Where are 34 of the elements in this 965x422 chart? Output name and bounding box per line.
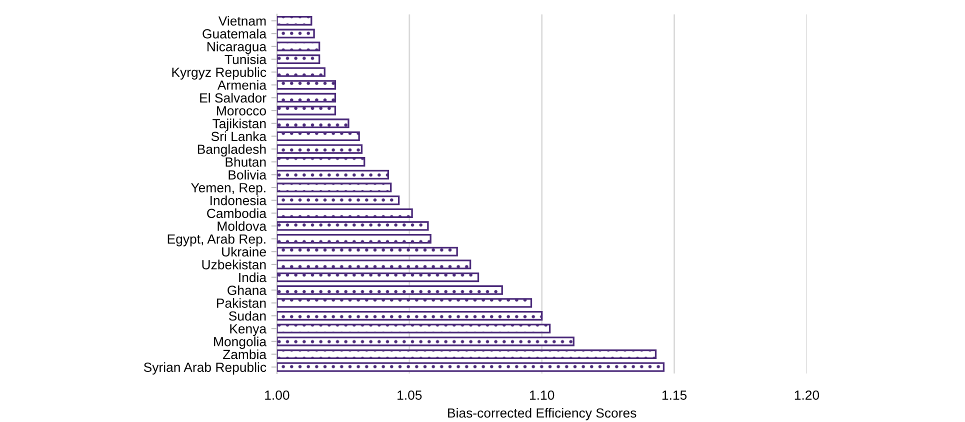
x-tick-label: 1.10 xyxy=(530,390,554,400)
y-tick-label: Uzbekistan xyxy=(202,260,266,270)
y-tick-label: Ghana xyxy=(228,285,267,296)
y-tick-label: Bangladesh xyxy=(198,144,266,157)
y-tick-label: Indonesia xyxy=(210,196,267,206)
y-tick-label: Tajikistan xyxy=(212,118,266,131)
y-tick-label: Moldova xyxy=(218,221,267,231)
y-tick-label: Kyrgyz Republic xyxy=(172,67,266,80)
y-tick-label: Bhutan xyxy=(226,157,266,167)
y-tick-label: Cambodia xyxy=(207,208,267,218)
y-tick-label: Ukraine xyxy=(222,246,266,257)
y-tick-label: Syrian Arab Republic xyxy=(144,362,266,375)
y-tick-label: Yemen, Rep. xyxy=(191,183,266,196)
y-tick-label: Sudan xyxy=(228,310,266,321)
y-tick-label: Armenia xyxy=(217,80,267,90)
y-tick-label: Guatemala xyxy=(202,28,267,38)
x-tick-label: 1.15 xyxy=(662,390,687,400)
y-tick-label: Egypt, Arab Rep. xyxy=(168,234,266,246)
y-tick-label: India xyxy=(239,272,267,282)
y-tick-label: Kenya xyxy=(230,324,267,336)
x-tick-label: 1.05 xyxy=(398,390,422,400)
y-tick-label: Tunisia xyxy=(224,54,267,64)
y-tick-label: Bolivia xyxy=(228,170,267,180)
y-tick-label: Nicaragua xyxy=(207,42,267,54)
y-tick-label: Sri Lanka xyxy=(211,131,267,142)
x-tick-label: 1.00 xyxy=(265,390,290,400)
y-tick-label: El Salvador xyxy=(200,92,266,103)
y-tick-label: Pakistan xyxy=(217,298,266,308)
x-axis-title: Bias-corrected Efficiency Scores xyxy=(448,408,636,420)
y-tick-label: Mongolia xyxy=(214,336,267,349)
y-tick-label: Morocco xyxy=(217,106,266,116)
y-tick-label: Vietnam xyxy=(218,16,266,26)
x-tick-label: 1.20 xyxy=(794,390,820,400)
y-tick-label: Zambia xyxy=(222,349,267,360)
